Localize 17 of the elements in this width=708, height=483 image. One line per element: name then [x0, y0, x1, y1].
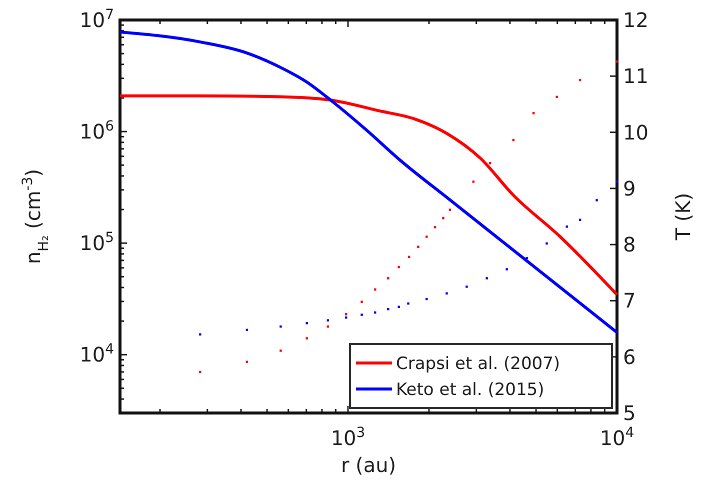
y2-axis-title: T (K)	[671, 192, 695, 242]
y2-tick-label: 8	[623, 232, 636, 257]
y2-tick-label: 12	[623, 8, 648, 32]
y-tick-label: 10$^{4}$	[80, 342, 114, 367]
x-axis-title: r (au)	[340, 453, 396, 477]
y-tick-label: 10$^{7}$	[80, 7, 114, 32]
x-tick-label: 10$^{3}$	[330, 425, 366, 450]
y2-tick-label: 6	[623, 344, 636, 369]
y2-tick-label: 5	[623, 401, 636, 425]
y2-tick-label: 7	[623, 288, 636, 313]
y2-tick-label: 11	[623, 64, 648, 88]
y-tick-label: 10$^{6}$	[80, 118, 114, 144]
y2-tick-label: 10	[623, 120, 648, 144]
legend-label: Keto et al. (2015)	[396, 380, 544, 400]
y-tick-label: 10$^{5}$	[80, 230, 114, 256]
y2-tick-label: 9	[623, 176, 636, 200]
legend-label: Crapsi et al. (2007)	[396, 354, 560, 374]
